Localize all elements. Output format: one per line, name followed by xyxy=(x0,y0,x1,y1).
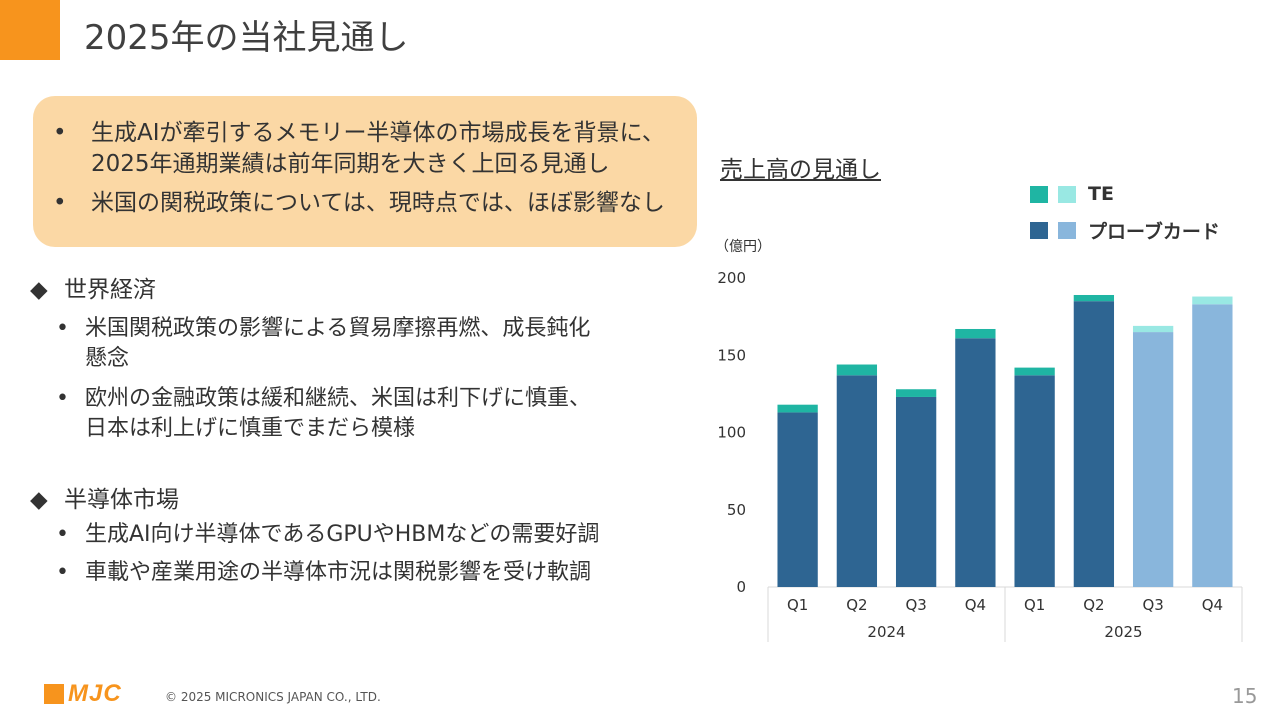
legend-label: TE xyxy=(1088,183,1114,205)
logo-mark-icon xyxy=(44,684,64,704)
callout-bullet-text: 2025年通期業績は前年同期を大きく上回る見通し xyxy=(91,151,610,177)
slide-title: 2025年の当社見通し xyxy=(84,18,409,58)
y-tick-label: 50 xyxy=(727,501,746,519)
list-item-text: 生成AI向け半導体であるGPUやHBMなどの需要好調 xyxy=(85,522,600,547)
y-tick-label: 0 xyxy=(736,578,746,596)
x-tick-label: Q1 xyxy=(787,596,808,614)
y-tick-label: 100 xyxy=(717,424,746,442)
bar-segment-te xyxy=(955,328,996,339)
copyright-text: © 2025 MICRONICS JAPAN CO., LTD. xyxy=(165,690,381,704)
diamond-bullet-icon: ◆ xyxy=(30,487,48,513)
legend-item-probe-card: プローブカード xyxy=(1030,212,1220,248)
x-tick-label: Q3 xyxy=(905,596,926,614)
list-item: 車載や産業用途の半導体市況は関税影響を受け軟調 xyxy=(30,558,599,588)
x-tick-label: Q1 xyxy=(1024,596,1045,614)
company-logo: MJC xyxy=(44,680,122,708)
revenue-outlook-chart: 0 50 100 150 200 Q1 Q2 Q3 Q4 Q1 Q2 Q3 Q4 2024 2025 xyxy=(717,269,1243,642)
bar-segment-te xyxy=(1073,294,1115,302)
title-accent-bar xyxy=(0,0,60,60)
summary-callout: 生成AIが牽引するメモリー半導体の市場成長を背景に、 2025年通期業績は前年同期… xyxy=(33,96,697,247)
legend-swatch-te-actual xyxy=(1030,185,1048,203)
x-tick-label: Q4 xyxy=(965,596,986,614)
x-group-label: 2025 xyxy=(1104,623,1142,641)
y-tick-label: 200 xyxy=(717,269,746,287)
bar-segment-te xyxy=(1014,367,1055,376)
bar-segment-probe-card xyxy=(1132,332,1174,587)
section-heading-text: 世界経済 xyxy=(64,277,156,303)
list-item-text: 米国関税政策の影響による貿易摩擦再燃、成長鈍化 xyxy=(85,316,591,341)
bar-segment-te xyxy=(1192,296,1233,305)
bar-segment-probe-card xyxy=(777,412,818,587)
chart-legend: TE プローブカード xyxy=(1030,176,1220,248)
callout-bullet-text: 米国の関税政策については、現時点では、ほぼ影響なし xyxy=(91,190,665,216)
section-heading: ◆ 半導体市場 xyxy=(30,480,599,514)
diamond-bullet-icon: ◆ xyxy=(30,277,48,303)
list-item-text: 日本は利上げに慎重でまだら模様 xyxy=(85,416,416,441)
bar-segment-probe-card xyxy=(895,396,937,587)
section-semiconductor-market: ◆ 半導体市場 生成AI向け半導体であるGPUやHBMなどの需要好調 車載や産業用… xyxy=(30,480,599,588)
chart-title: 売上高の見通し xyxy=(720,157,881,183)
bar-segment-probe-card xyxy=(836,375,878,587)
x-tick-label: Q4 xyxy=(1202,596,1223,614)
x-tick-label: Q2 xyxy=(846,596,867,614)
callout-bullet: 生成AIが牽引するメモリー半導体の市場成長を背景に、 2025年通期業績は前年同期… xyxy=(53,118,665,180)
list-item: 欧州の金融政策は緩和継続、米国は利下げに慎重、日本は利上げに慎重でまだら模様 xyxy=(30,384,591,444)
section-heading-text: 半導体市場 xyxy=(64,487,179,513)
legend-item-te: TE xyxy=(1030,176,1220,212)
list-item-text: 欧州の金融政策は緩和継続、米国は利下げに慎重、 xyxy=(85,386,592,411)
legend-swatch-te-forecast xyxy=(1058,185,1076,203)
x-tick-label: Q2 xyxy=(1083,596,1104,614)
x-tick-label: Q3 xyxy=(1142,596,1163,614)
bar-segment-probe-card xyxy=(955,338,996,587)
y-axis-unit-label: （億円） xyxy=(715,239,771,255)
legend-swatch-probe-card-forecast xyxy=(1058,221,1076,239)
list-item-text: 車載や産業用途の半導体市況は関税影響を受け軟調 xyxy=(85,560,592,585)
x-group-label: 2024 xyxy=(867,623,905,641)
bar-segment-te xyxy=(1132,325,1174,333)
bar-segment-probe-card xyxy=(1192,304,1233,587)
legend-swatch-probe-card-actual xyxy=(1030,221,1048,239)
bar-segment-probe-card xyxy=(1073,301,1115,587)
list-item: 生成AI向け半導体であるGPUやHBMなどの需要好調 xyxy=(30,520,599,550)
bar-segment-te xyxy=(836,364,878,376)
bar-segment-te xyxy=(777,404,818,413)
legend-label: プローブカード xyxy=(1088,220,1220,243)
bar-segment-probe-card xyxy=(1014,375,1055,587)
y-tick-label: 150 xyxy=(717,346,746,364)
section-heading: ◆ 世界経済 xyxy=(30,270,591,304)
logo-text: MJC xyxy=(68,680,122,707)
page-number: 15 xyxy=(1232,684,1258,708)
bar-segment-te xyxy=(895,389,937,397)
list-item-text: 懸念 xyxy=(85,346,130,371)
callout-bullet-text: 生成AIが牽引するメモリー半導体の市場成長を背景に、 xyxy=(91,120,665,146)
callout-bullet: 米国の関税政策については、現時点では、ほぼ影響なし xyxy=(53,188,665,219)
